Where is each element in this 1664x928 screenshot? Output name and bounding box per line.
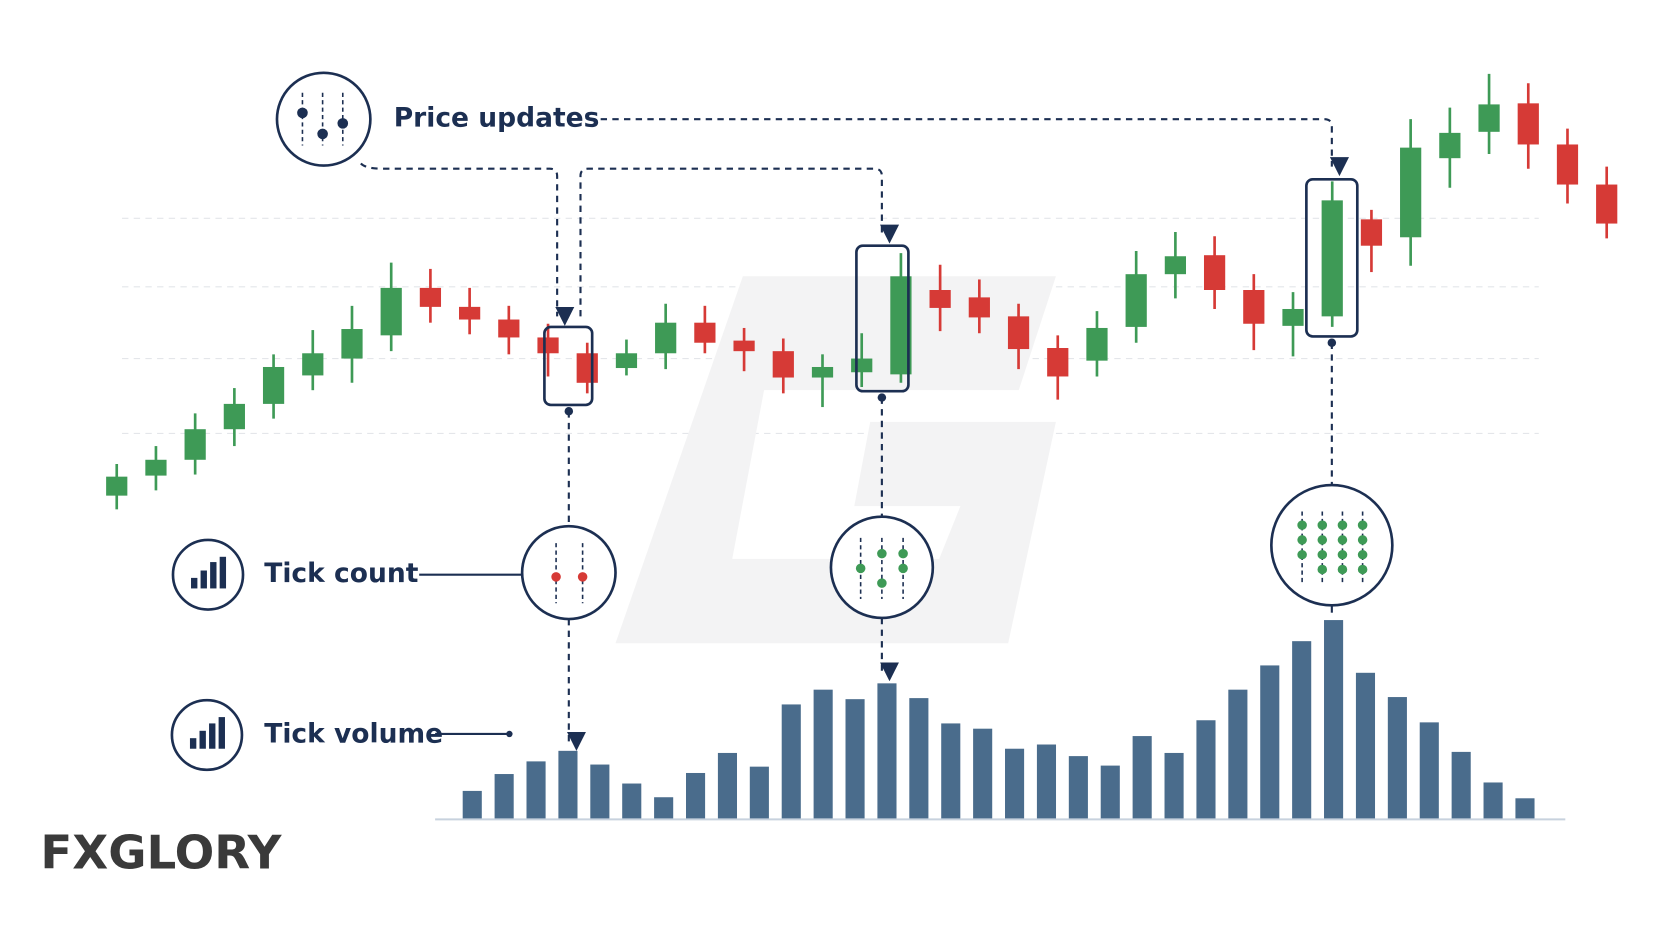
- label: Price updates: [394, 103, 600, 134]
- volume-bar: [462, 790, 482, 820]
- volume-bar: [1228, 689, 1248, 820]
- volume-bar: [1164, 752, 1184, 820]
- volume-bar: [813, 689, 833, 820]
- volume-bar: [494, 774, 514, 820]
- candle-body: [1478, 104, 1500, 132]
- volume-bar: [717, 752, 738, 820]
- candle-body: [419, 287, 442, 307]
- candle-body: [1400, 147, 1422, 238]
- candle-body: [223, 403, 245, 430]
- candle-body: [1556, 144, 1579, 185]
- candle-body: [576, 353, 598, 383]
- volume-bar: [622, 783, 642, 820]
- volume-bar: [1324, 620, 1344, 820]
- volume-bar: [781, 704, 801, 820]
- volume-bar: [1355, 672, 1376, 820]
- volume-bar: [1132, 736, 1152, 820]
- candle-body: [1321, 200, 1343, 317]
- volume-bar: [973, 728, 993, 820]
- volume-bar: [941, 723, 961, 820]
- volume-bar: [1005, 748, 1025, 820]
- volume-bar: [1260, 665, 1280, 820]
- connectors: [360, 118, 1350, 751]
- candle-body: [106, 476, 128, 496]
- volume-bars: [462, 620, 1535, 820]
- volume-bar: [749, 766, 769, 820]
- candle-body: [733, 340, 755, 352]
- candle-body: [1086, 327, 1108, 361]
- label: Tick volume: [264, 719, 443, 750]
- candle-body: [1007, 316, 1030, 350]
- volume-bar: [845, 699, 865, 820]
- candle-body: [772, 351, 794, 378]
- candle-body: [341, 329, 363, 359]
- candle-body: [929, 290, 951, 308]
- candle-body: [1125, 274, 1147, 327]
- volume-bar: [686, 772, 706, 820]
- candle-body: [1517, 103, 1539, 145]
- volume-bar: [1387, 697, 1407, 820]
- volume-bar: [654, 797, 674, 820]
- volume-bar: [590, 764, 610, 820]
- candle-body: [655, 322, 677, 354]
- volume-bar: [1100, 765, 1120, 820]
- volume-bar: [1451, 751, 1471, 820]
- candle-body: [615, 353, 638, 369]
- candle-body: [851, 358, 873, 373]
- volume-bar: [877, 683, 897, 820]
- tick-circles: [275, 71, 1394, 621]
- candle-body: [459, 306, 481, 320]
- icons: [170, 538, 245, 772]
- candle-body: [1596, 184, 1618, 224]
- candle-body: [694, 322, 716, 343]
- volume-bar: [909, 698, 929, 820]
- highlights: [543, 177, 1359, 407]
- candle-body: [262, 366, 285, 404]
- logo: FXGLORY: [40, 826, 282, 880]
- candle-body: [890, 276, 912, 375]
- volume-bar: [1196, 720, 1216, 820]
- volume-bar: [1483, 782, 1503, 820]
- candle-body: [145, 459, 167, 476]
- volume-bar: [558, 750, 578, 820]
- candle-body: [1047, 348, 1069, 377]
- volume-bar: [526, 761, 546, 820]
- candle-body: [1439, 132, 1461, 159]
- candle-body: [498, 319, 520, 338]
- candle-body: [380, 287, 402, 336]
- candle-body: [1203, 255, 1226, 290]
- volume-bar: [1515, 798, 1535, 820]
- candle-body: [537, 337, 559, 354]
- candle-body: [968, 297, 990, 318]
- candle-body: [302, 353, 324, 376]
- candle-body: [1282, 308, 1304, 326]
- candle-body: [1243, 290, 1265, 324]
- volume-bar: [1036, 744, 1057, 820]
- volume-bar: [1068, 756, 1088, 820]
- watermark: [615, 276, 1056, 644]
- candle-body: [811, 366, 834, 378]
- candle-body: [1164, 256, 1187, 275]
- volume-bar: [1419, 722, 1439, 820]
- volume-bar: [1292, 641, 1312, 820]
- candle-body: [1360, 219, 1383, 246]
- label: Tick count: [264, 558, 419, 589]
- candle-body: [184, 429, 206, 460]
